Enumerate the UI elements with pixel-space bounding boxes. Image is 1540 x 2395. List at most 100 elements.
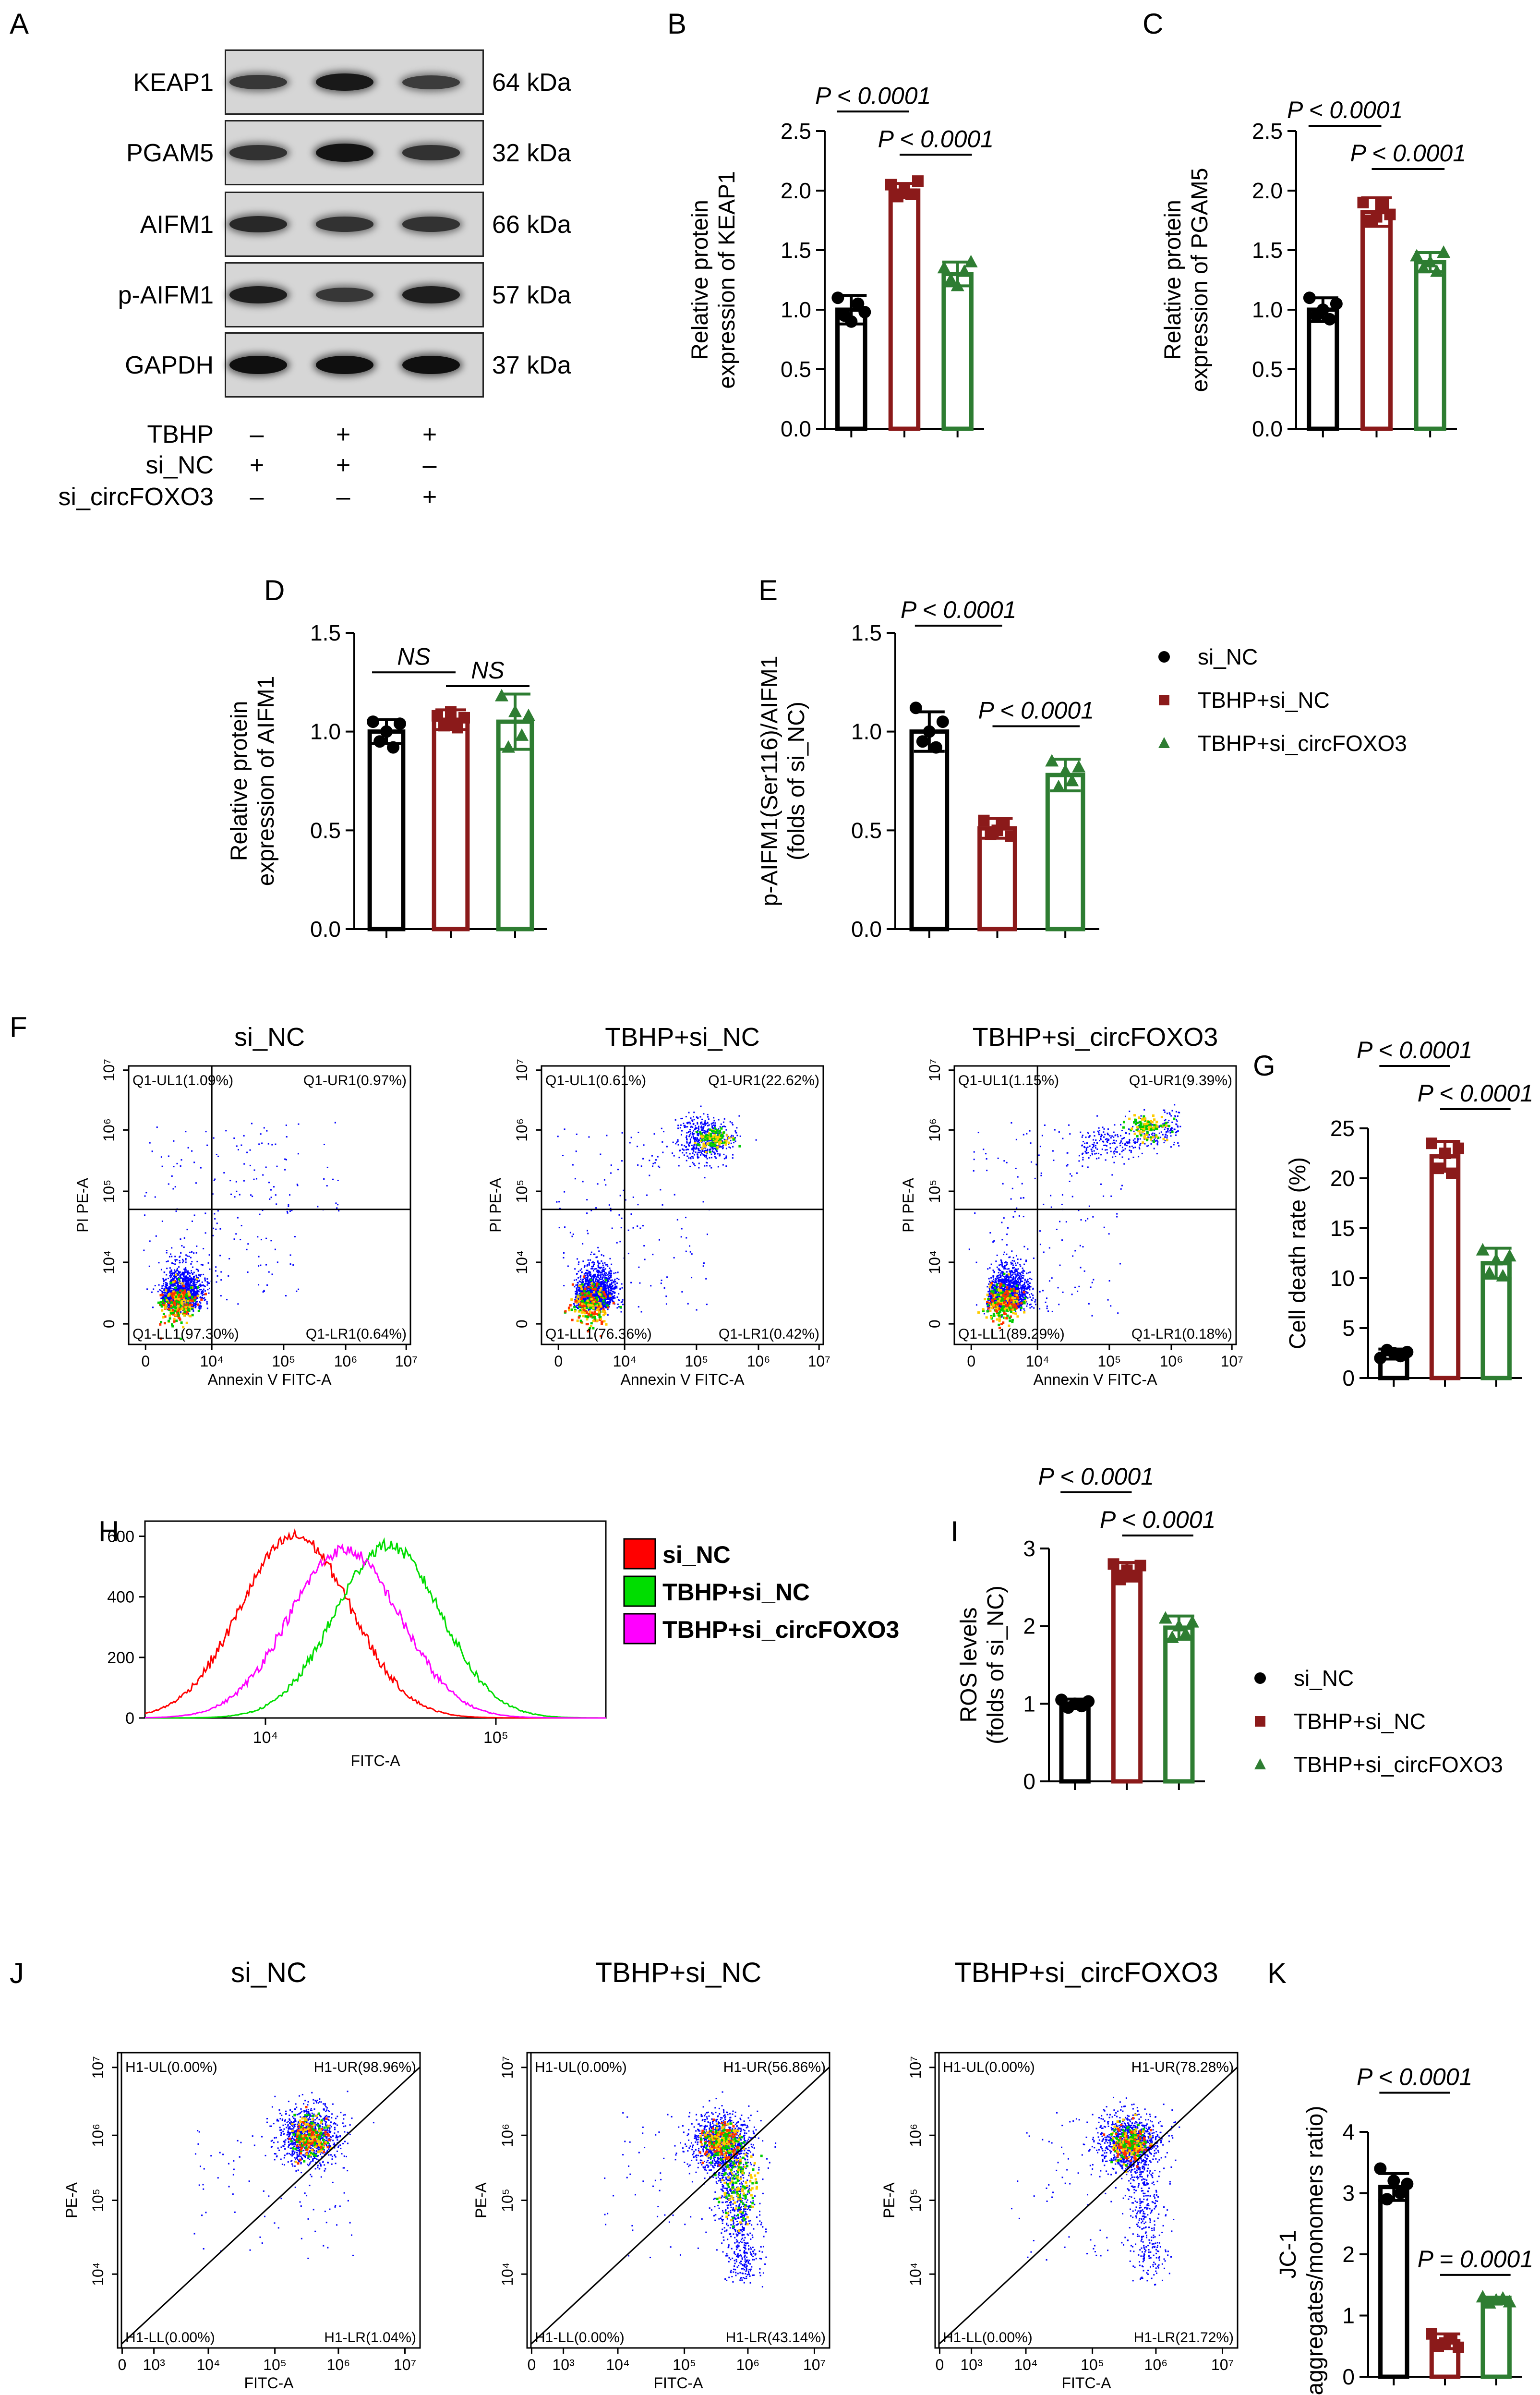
- dot-dense: [578, 1310, 580, 1313]
- dot: [679, 1127, 681, 1129]
- dot: [176, 1259, 178, 1261]
- dot: [163, 1280, 165, 1282]
- dot: [193, 1276, 195, 1278]
- dot: [170, 1288, 172, 1290]
- dot: [604, 1292, 606, 1294]
- dot-dense: [598, 1313, 601, 1316]
- dot-dense: [160, 1305, 163, 1308]
- dot: [606, 1285, 608, 1287]
- dot: [612, 1284, 614, 1286]
- dot: [618, 1214, 620, 1216]
- dot: [693, 1133, 695, 1135]
- dot-dense: [587, 1292, 590, 1295]
- dot: [594, 1279, 596, 1281]
- dot-dense: [188, 1306, 191, 1308]
- dot-dense: [714, 1142, 717, 1145]
- dot: [164, 1294, 166, 1296]
- dot-dense: [173, 1320, 176, 1323]
- dot: [723, 1138, 725, 1140]
- dot: [198, 1306, 200, 1307]
- dot: [702, 1150, 704, 1152]
- dot: [165, 1292, 167, 1294]
- dot: [710, 1149, 711, 1150]
- dot: [176, 1162, 178, 1164]
- dot: [595, 1309, 597, 1311]
- dot: [604, 1281, 606, 1282]
- dot: [687, 1303, 689, 1305]
- dot: [590, 1301, 591, 1303]
- dot: [684, 1145, 686, 1147]
- dot: [692, 1152, 694, 1154]
- dot: [276, 1203, 277, 1205]
- dot: [611, 1287, 613, 1289]
- dot: [602, 1304, 603, 1306]
- dot: [610, 1208, 612, 1210]
- dot-dense: [585, 1302, 588, 1305]
- dot: [705, 1130, 707, 1132]
- dot: [591, 1268, 593, 1270]
- dot: [181, 1285, 183, 1287]
- dot-dense: [595, 1284, 598, 1287]
- dot: [610, 1276, 612, 1278]
- dot: [558, 1201, 560, 1203]
- dot: [674, 1119, 676, 1121]
- dot: [652, 1165, 654, 1167]
- plot-title: si_NC: [234, 1023, 305, 1052]
- dot: [604, 1300, 606, 1302]
- data-point: [978, 814, 990, 826]
- dot: [193, 1161, 195, 1163]
- dot: [275, 1143, 277, 1145]
- dot: [606, 1298, 608, 1300]
- dot: [661, 1280, 662, 1282]
- dot: [203, 1297, 205, 1299]
- y-axis-label-line: expression of AIFM1: [253, 676, 279, 886]
- dot: [718, 1128, 720, 1130]
- dot: [593, 1263, 595, 1265]
- dot-dense: [581, 1303, 584, 1306]
- dot: [163, 1288, 165, 1290]
- dot: [184, 1287, 186, 1289]
- dot: [708, 1128, 710, 1130]
- dot: [611, 1294, 613, 1296]
- data-point: [1503, 2295, 1516, 2308]
- dot-dense: [582, 1275, 585, 1278]
- dot: [173, 1166, 175, 1168]
- dot: [182, 1272, 184, 1274]
- dot: [730, 1142, 732, 1144]
- dot-dense: [182, 1285, 185, 1288]
- dot: [722, 1144, 724, 1146]
- dot: [183, 1272, 185, 1274]
- dot: [575, 1150, 577, 1152]
- dot: [199, 1301, 201, 1303]
- dot-dense: [703, 1136, 706, 1138]
- dot-dense: [604, 1312, 607, 1315]
- dot: [187, 1272, 189, 1274]
- dot: [587, 1280, 589, 1282]
- dot-dense: [592, 1312, 595, 1315]
- dot: [209, 1282, 211, 1284]
- dot-dense: [595, 1304, 598, 1307]
- dot: [1012, 1278, 1014, 1280]
- dot: [590, 1273, 592, 1275]
- dot: [191, 1282, 192, 1283]
- dot: [704, 1124, 706, 1126]
- dot: [617, 1303, 619, 1305]
- treatment-sign: +: [336, 451, 350, 479]
- dot-dense: [717, 1136, 720, 1139]
- dot: [323, 1144, 325, 1146]
- dot: [173, 1279, 175, 1281]
- dot: [652, 1254, 654, 1256]
- dot: [576, 1273, 578, 1275]
- dot: [609, 1278, 611, 1280]
- dot: [1018, 1280, 1020, 1282]
- dot-dense: [181, 1302, 184, 1305]
- data-point: [1401, 1345, 1414, 1358]
- y-axis-label-line: p-AIFM1(Ser116)/AIFM1: [757, 656, 782, 907]
- dot: [707, 1122, 709, 1124]
- dot-dense: [571, 1318, 574, 1321]
- dot: [601, 1299, 602, 1301]
- dot: [1013, 1284, 1015, 1286]
- dot: [600, 1278, 602, 1280]
- dot: [197, 1288, 199, 1290]
- quadrant-label-ul: Q1-UL1(1.09%): [132, 1073, 233, 1089]
